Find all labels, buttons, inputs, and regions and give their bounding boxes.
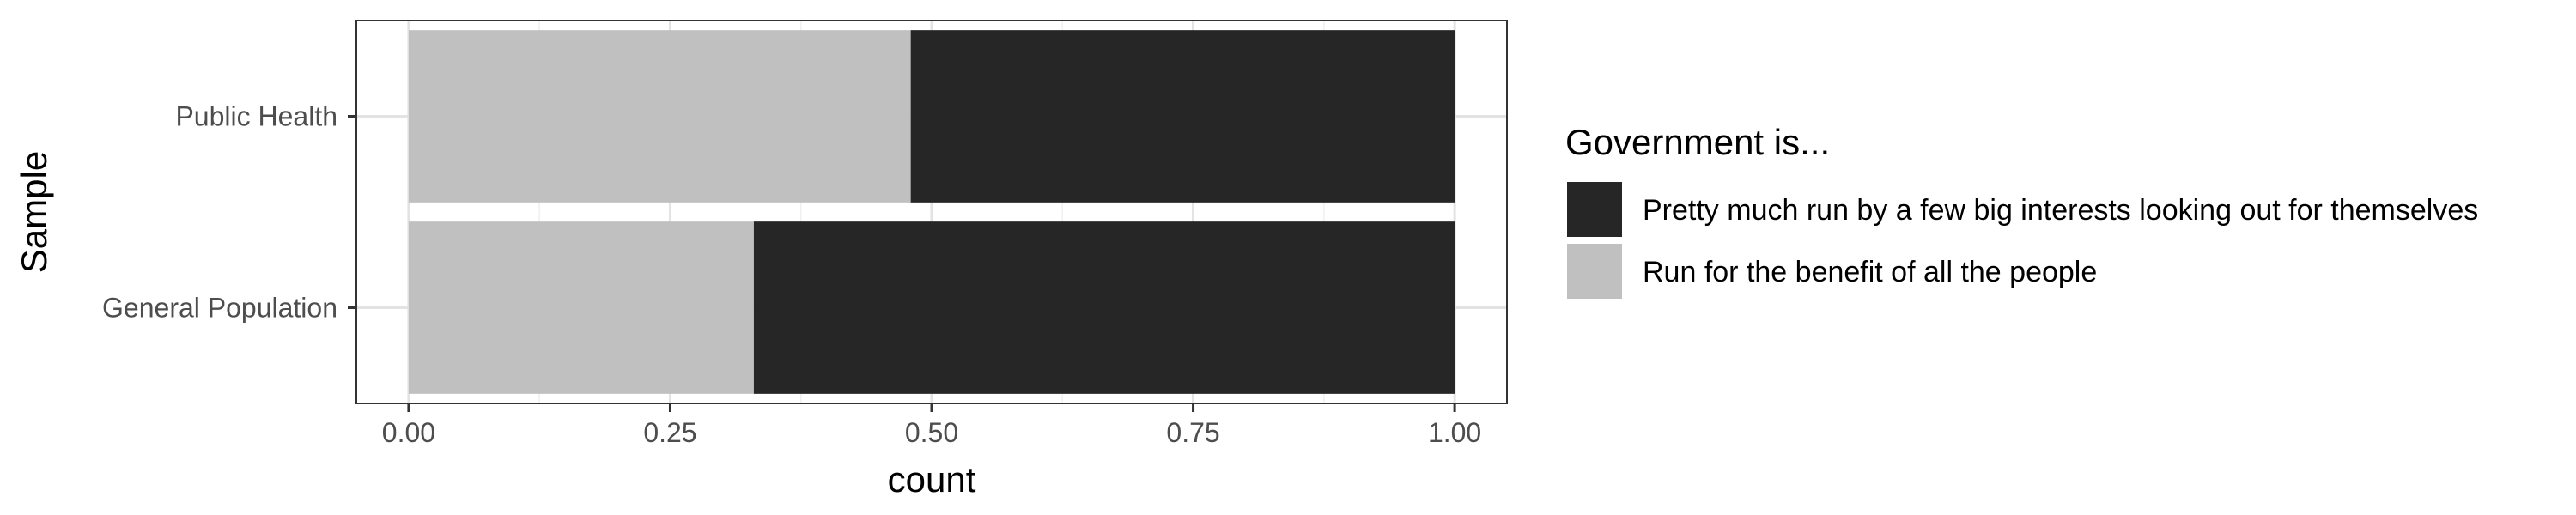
bar-segment	[408, 221, 754, 394]
x-tick-label: 0.00	[382, 417, 435, 448]
legend-title: Government is...	[1565, 122, 1830, 162]
legend-label: Run for the benefit of all the people	[1643, 256, 2097, 288]
bars	[408, 30, 1455, 394]
legend-label: Pretty much run by a few big interests l…	[1643, 194, 2478, 227]
bar-segment	[910, 30, 1455, 203]
x-tick-label: 0.75	[1166, 417, 1219, 448]
y-tick-label: Public Health	[175, 101, 337, 132]
axes: 0.00 0.25 0.50 0.75 1.00 Public Health General…	[102, 101, 1481, 449]
bar-segment	[408, 30, 911, 203]
y-tick-label: General Population	[102, 293, 337, 324]
x-axis-title: count	[888, 459, 976, 500]
legend-key	[1567, 244, 1622, 299]
x-tick-label: 1.00	[1428, 417, 1481, 448]
legend: Government is... Pretty much run by a fe…	[1565, 122, 2478, 299]
x-tick-label: 0.25	[643, 417, 696, 448]
legend-key	[1567, 182, 1622, 237]
x-tick-label: 0.50	[905, 417, 958, 448]
bar-segment	[753, 221, 1455, 394]
y-axis-title: Sample	[14, 151, 54, 273]
